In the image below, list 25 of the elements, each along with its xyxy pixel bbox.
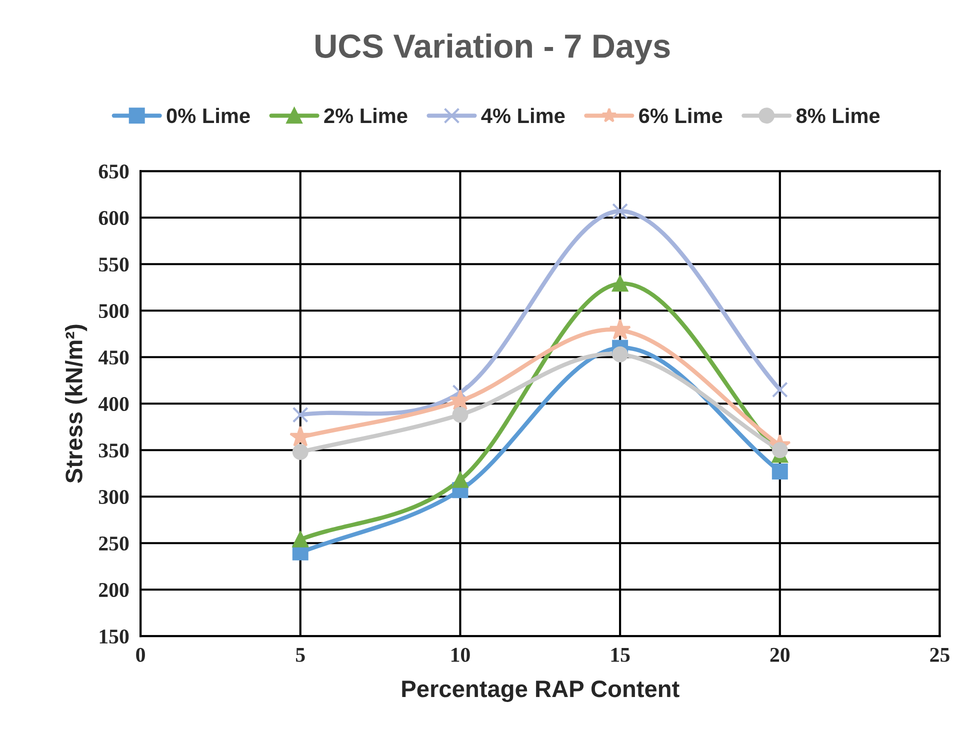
y-tick-label: 550 [99,257,129,272]
x-tick-label: 20 [770,648,790,662]
y-tick-label: 500 [99,304,129,318]
x-tick-label: 15 [611,648,630,662]
legend-label: 4% Lime [481,108,565,124]
x-tick-label: 10 [451,648,470,662]
x-axis-title: Percentage RAP Content [402,680,680,702]
x-tick-label: 25 [930,648,950,662]
legend-label: 0% Lime [166,108,250,124]
y-tick-label: 400 [98,396,129,412]
y-tick-label: 450 [98,350,129,365]
y-tick-label: 300 [98,490,129,504]
y-tick-label: 250 [99,536,129,551]
y-tick-label: 650 [98,164,129,179]
x-tick-label: 0 [136,648,145,662]
y-tick-label: 350 [98,443,129,458]
y-tick-label: 150 [100,629,129,644]
x-tick-label: 5 [296,648,305,662]
legend-label: 6% Lime [639,108,722,124]
y-tick-label: 200 [99,582,129,598]
y-axis-title: Stress (kN/m²) [65,324,88,483]
legend-label: 2% Lime [324,108,408,124]
legend-label: 8% Lime [796,108,880,124]
chart-title: UCS Variation - 7 Days [316,33,670,65]
y-tick-label: 600 [98,210,129,226]
